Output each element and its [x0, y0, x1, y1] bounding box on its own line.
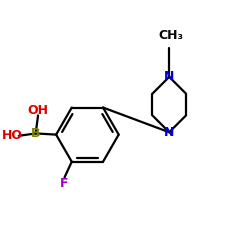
- Text: B: B: [31, 127, 40, 140]
- Text: CH₃: CH₃: [158, 29, 183, 42]
- Text: HO: HO: [2, 129, 22, 142]
- Text: OH: OH: [28, 104, 48, 117]
- Text: N: N: [164, 126, 174, 139]
- Text: F: F: [60, 177, 69, 190]
- Text: N: N: [164, 70, 174, 84]
